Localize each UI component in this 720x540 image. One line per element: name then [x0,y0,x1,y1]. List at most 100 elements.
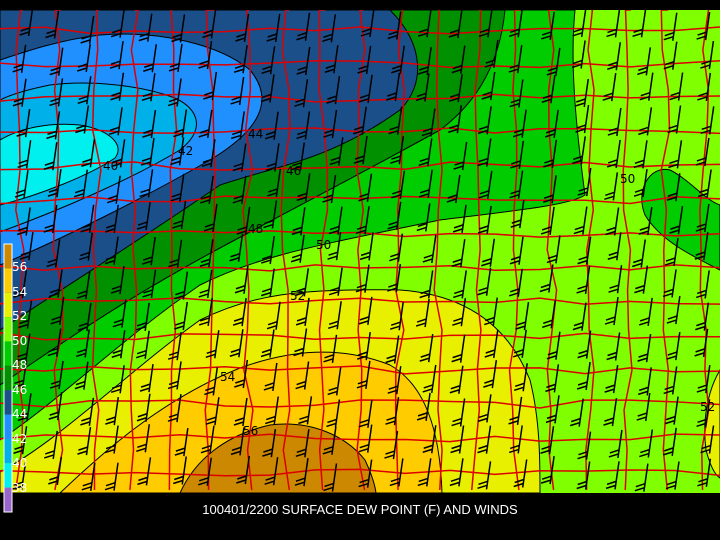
wind-barb [106,175,121,204]
wind-barb [18,300,33,329]
wind-barb [639,72,654,101]
wind-barb [80,204,95,233]
wind-barb [139,364,154,393]
wind-barb [607,42,622,71]
wind-barb [326,399,341,428]
county-line [0,365,720,375]
wind-barb [453,141,468,171]
wind-barb [80,15,95,44]
wind-barb [695,302,710,331]
wind-barb [510,140,525,170]
wind-barb [291,142,306,171]
wind-barb [417,458,432,487]
wind-barb [572,136,586,165]
wind-barb [205,330,220,359]
county-boundaries [0,9,720,491]
wind-barb [576,361,591,391]
wind-barb [110,265,125,295]
wind-barb [389,458,404,487]
wind-barb [389,233,404,262]
county-line [585,9,595,491]
wind-barb [545,395,560,424]
wind-barb [358,173,373,202]
wind-barb [77,426,92,456]
wind-barb [198,109,213,138]
legend-swatch [4,244,12,269]
wind-barb [415,298,430,328]
wind-barb [294,79,309,108]
wind-barb [509,79,524,108]
wind-barb [232,143,247,172]
wind-barb [111,330,126,359]
wind-barb [233,45,248,74]
wind-barb [47,328,62,357]
wind-barb [140,137,155,167]
wind-barb [73,169,88,198]
wind-barb [448,74,463,103]
wind-barb [633,169,648,198]
contour-label-56: 56 [243,424,258,438]
wind-barb [266,301,281,330]
wind-barb [416,203,431,232]
wind-barb [540,206,555,236]
contour-label-50-east: 50 [620,172,635,186]
wind-barb [48,456,63,485]
wind-barb [387,201,402,230]
wind-barb [105,397,120,426]
wind-barb [697,72,712,102]
wind-barb [296,173,311,202]
wind-barb [198,297,213,327]
wind-barb [293,328,308,357]
wind-barb [327,301,342,330]
wind-barb [198,269,213,299]
wind-barb [230,76,245,106]
wind-barb [45,10,60,39]
wind-barb [204,367,219,396]
wind-barb [205,397,220,426]
wind-barb [174,428,189,457]
wind-barb [663,41,678,70]
wind-barb [43,142,58,171]
wind-barb [355,206,370,235]
wind-barb [634,463,649,492]
wind-barb [576,265,591,295]
contour-label-48: 48 [248,222,263,236]
wind-barb [446,174,461,204]
contour-label-46: 46 [286,164,301,178]
county-line [546,9,558,491]
wind-barb [46,111,61,140]
wind-barb [135,330,150,359]
wind-barb [327,367,342,396]
county-line [0,468,720,477]
wind-barb [386,72,401,102]
wind-barb [604,296,619,326]
wind-barb [360,8,375,38]
wind-barb [668,140,683,169]
wind-barb [327,232,342,261]
wind-barb [637,334,652,363]
wind-barb [198,457,212,486]
wind-barb [637,47,652,76]
wind-barb [481,71,496,101]
wind-barb [418,138,433,167]
county-line [52,9,64,491]
wind-barb [540,456,555,485]
county-line [0,161,720,171]
wind-barb [508,9,523,38]
wind-barb [638,297,653,327]
wind-barb [546,331,561,360]
wind-barb [353,136,368,165]
wind-barb [137,457,152,486]
wind-barb [352,106,367,135]
wind-barb [19,232,34,261]
wind-barb [638,107,653,136]
wind-barb [104,462,119,491]
legend-border [3,243,13,513]
wind-barb [694,328,709,357]
wind-barb [359,232,374,261]
wind-barb [604,172,619,201]
wind-barb [391,170,406,199]
wind-barb [419,334,434,363]
wind-barb [230,427,245,456]
wind-barb [669,72,684,101]
